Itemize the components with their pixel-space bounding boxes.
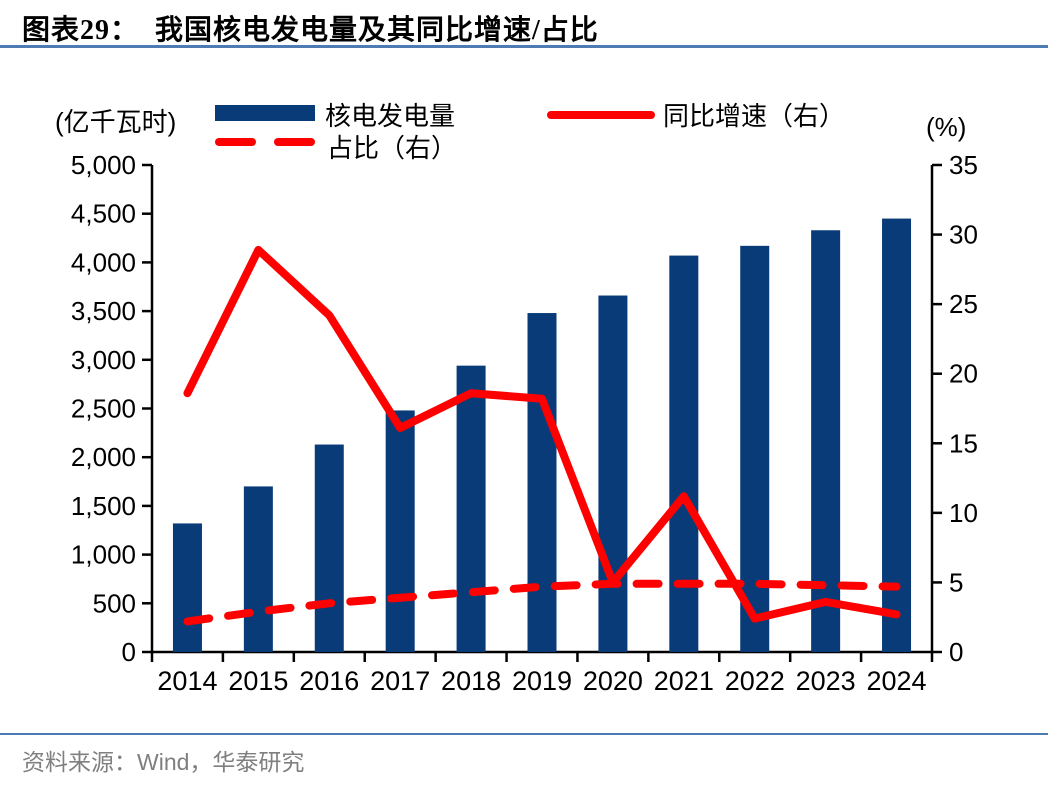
x-tick-label: 2014 (157, 666, 217, 696)
right-tick-label: 30 (949, 220, 978, 250)
bar-2016 (314, 444, 344, 652)
bar-2022 (740, 245, 770, 653)
bar-2018 (456, 365, 486, 652)
bar-2014 (172, 523, 202, 652)
bar-2017 (385, 410, 415, 652)
x-tick-label: 2016 (299, 666, 359, 696)
legend-swatch-bar (215, 105, 315, 121)
title-divider (0, 45, 1048, 48)
left-tick-label: 4,500 (71, 199, 136, 229)
right-tick-label: 25 (949, 289, 978, 319)
left-tick-label: 1,500 (71, 491, 136, 521)
x-tick-label: 2020 (583, 666, 643, 696)
left-tick-label: 1,000 (71, 540, 136, 570)
right-tick-label: 10 (949, 498, 978, 528)
x-tick-label: 2018 (441, 666, 501, 696)
legend-label-yoy-growth: 同比增速（右） (663, 102, 846, 131)
right-tick-label: 20 (949, 359, 978, 389)
right-axis-ticks: 0 5 10 15 20 25 30 35 (932, 150, 978, 667)
right-tick-label: 15 (949, 428, 978, 458)
dash-segment (274, 138, 315, 146)
dash-segment (215, 138, 256, 146)
bar-2015 (243, 486, 273, 652)
x-axis-labels: 2014 2015 2016 2017 2018 2019 2020 2021 2022 2023… (157, 666, 926, 696)
left-tick-label: 3,500 (71, 296, 136, 326)
x-tick-label: 2019 (512, 666, 572, 696)
left-axis-ticks: 0 500 1,000 1,500 2,000 2,500 3,000 3,500 4,000 4… (71, 150, 152, 667)
x-tick-label: 2022 (725, 666, 785, 696)
left-tick-label: 2,500 (71, 394, 136, 424)
left-tick-label: 0 (122, 637, 136, 667)
right-tick-label: 0 (949, 637, 963, 667)
bar-2019 (527, 313, 557, 652)
right-tick-label: 35 (949, 150, 978, 180)
figure-title: 图表29： 我国核电发电量及其同比增速/占比 (22, 15, 599, 46)
legend-swatch-solid-line (547, 111, 655, 119)
line-yoy-growth-solid (183, 245, 901, 623)
footer-divider (0, 733, 1048, 735)
x-tick-label: 2015 (228, 666, 288, 696)
x-tick-label: 2021 (654, 666, 714, 696)
right-axis-unit-label: (%) (926, 112, 967, 142)
left-tick-label: 4,000 (71, 247, 136, 277)
right-tick-label: 5 (949, 567, 963, 597)
bar-2020 (598, 295, 628, 652)
left-tick-label: 5,000 (71, 150, 136, 180)
legend-label-generation: 核电发电量 (325, 102, 456, 131)
legend-swatch-dashed-line (215, 138, 315, 146)
bar-2021 (669, 255, 699, 652)
x-tick-label: 2017 (370, 666, 430, 696)
left-axis-unit-label: (亿千瓦时) (55, 107, 177, 137)
x-axis-ticks (150, 652, 934, 662)
left-tick-label: 500 (93, 588, 136, 618)
left-tick-label: 2,000 (71, 442, 136, 472)
x-tick-label: 2023 (796, 666, 856, 696)
left-tick-label: 3,000 (71, 345, 136, 375)
bar-2024 (882, 218, 912, 652)
legend-label-share: 占比（右） (327, 134, 458, 163)
source-note: 资料来源：Wind，华泰研究 (22, 749, 305, 775)
x-tick-label: 2024 (867, 666, 927, 696)
line-share-dashed (183, 579, 901, 626)
bars-series-generation (172, 218, 912, 653)
